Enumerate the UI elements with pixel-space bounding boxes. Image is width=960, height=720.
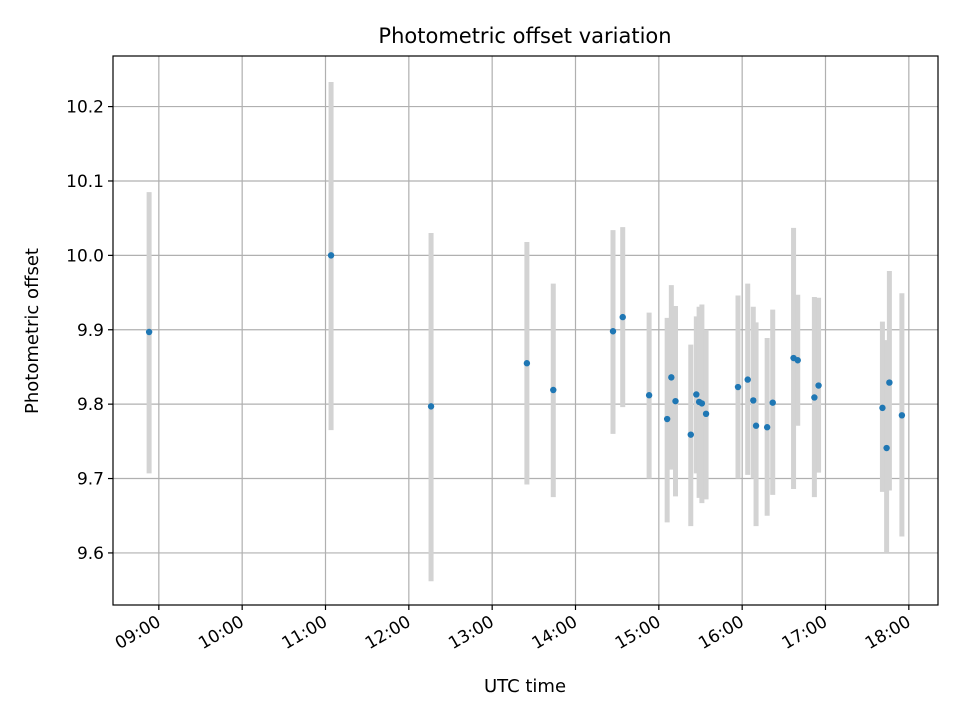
data-point-15	[702, 410, 710, 418]
y-tick-label-3: 9.9	[77, 321, 104, 341]
data-point-6	[619, 313, 626, 321]
data-point-0	[145, 328, 153, 336]
data-point-9	[668, 374, 675, 381]
y-tick-label-5: 10.1	[66, 172, 104, 192]
data-point-17	[744, 376, 751, 383]
y-tick-label-1: 9.7	[77, 470, 104, 490]
plot-frame	[112, 55, 939, 606]
data-point-10	[672, 397, 679, 405]
data-point-27	[883, 444, 890, 452]
data-point-4	[550, 386, 557, 394]
data-point-14	[698, 400, 706, 407]
data-point-25	[815, 382, 822, 389]
data-point-18	[750, 397, 757, 404]
data-point-20	[763, 424, 771, 431]
data-point-28	[886, 379, 893, 386]
data-point-21	[769, 399, 776, 406]
data-point-24	[811, 394, 818, 401]
data-point-2	[427, 403, 435, 410]
y-tick-label-4: 10.0	[66, 246, 104, 266]
data-points	[145, 252, 906, 452]
y-axis-label: Photometric offset	[22, 248, 43, 414]
data-point-1	[327, 252, 335, 259]
y-tick-label-2: 9.8	[77, 395, 104, 415]
data-point-8	[663, 415, 671, 423]
data-point-3	[523, 360, 531, 367]
data-point-29	[898, 412, 906, 419]
data-point-7	[645, 392, 653, 399]
data-point-16	[734, 383, 742, 391]
data-point-12	[693, 391, 700, 398]
data-point-19	[752, 422, 760, 429]
y-tick-label-6: 10.2	[66, 98, 104, 118]
chart-title: Photometric offset variation	[378, 24, 671, 48]
data-point-5	[609, 328, 617, 335]
y-tick-label-0: 9.6	[77, 544, 104, 564]
x-axis-label: UTC time	[484, 676, 566, 697]
data-point-11	[687, 431, 694, 438]
data-point-26	[879, 404, 886, 412]
data-point-23	[794, 357, 801, 364]
